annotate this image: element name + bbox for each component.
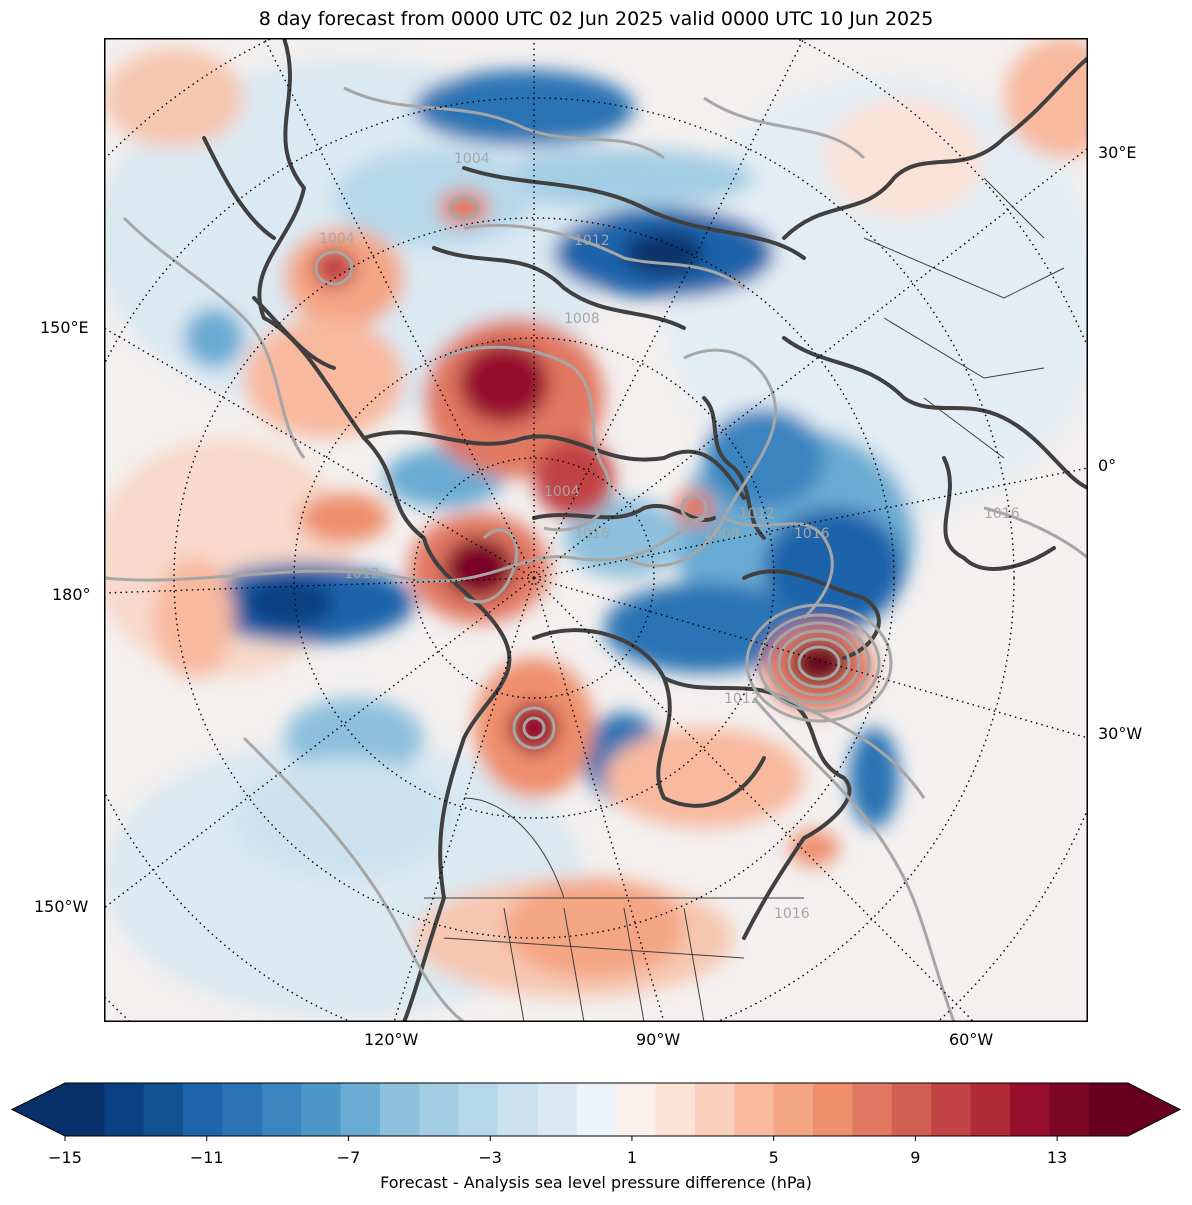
chart-title: 8 day forecast from 0000 UTC 02 Jun 2025… <box>258 8 934 30</box>
colorbar-segment <box>655 1083 696 1136</box>
contour-label: 1012 <box>574 233 610 249</box>
contour-label: 1004 <box>454 151 490 167</box>
colorbar-segment <box>616 1083 657 1136</box>
lon-label-bottom-0: 120°W <box>364 1030 419 1049</box>
lon-label-bottom-2: 60°W <box>949 1030 994 1049</box>
sea-level-pressure-difference-map: 1004 1004 1008 1012 1004 1016 1012 1008 … <box>104 38 1088 1022</box>
colorbar-tick-marks <box>64 1136 1058 1141</box>
colorbar-tick-label: 9 <box>910 1148 921 1167</box>
graticule <box>104 38 1088 1022</box>
colorbar-segment <box>537 1083 578 1136</box>
colorbar-segment <box>379 1083 420 1136</box>
colorbar-segments <box>10 1082 1182 1137</box>
contour-label: 1008 <box>564 311 600 327</box>
country-borders <box>424 177 1065 1022</box>
colorbar-segment <box>65 1083 105 1136</box>
colorbar-segment <box>143 1083 184 1136</box>
colorbar-tick-label: −11 <box>189 1148 224 1167</box>
colorbar-tick-label: −15 <box>48 1148 82 1167</box>
colorbar-tick-label: −3 <box>478 1148 502 1167</box>
colorbar-segment <box>852 1083 893 1136</box>
colorbar-extend-min <box>12 1083 65 1136</box>
lon-label-right-1: 0° <box>1098 456 1117 475</box>
colorbar-segment <box>104 1083 145 1136</box>
colorbar-segment <box>222 1083 263 1136</box>
colorbar-segment <box>1049 1083 1090 1136</box>
colorbar-label: Forecast - Analysis sea level pressure d… <box>380 1173 812 1192</box>
contour-label: 1004 <box>544 484 580 500</box>
colorbar-segment <box>931 1083 972 1136</box>
pressure-contours <box>104 86 1088 1022</box>
colorbar-segment <box>773 1083 814 1136</box>
map-frame <box>104 38 1088 1022</box>
coastlines <box>202 38 1088 1022</box>
contour-label: 1016 <box>774 906 810 922</box>
colorbar-segment <box>970 1083 1011 1136</box>
contour-label: 1016 <box>984 506 1020 522</box>
colorbar-segment <box>183 1083 224 1136</box>
colorbar-tick-label: −7 <box>336 1148 361 1167</box>
contour-label: 1004 <box>319 231 355 247</box>
colorbar-segment <box>340 1083 381 1136</box>
colorbar-extend-max <box>1128 1083 1180 1136</box>
colorbar-tick-label: 5 <box>768 1148 779 1167</box>
contour-label: 1012 <box>344 566 380 582</box>
contour-labels: 1004 1004 1008 1012 1004 1016 1012 1008 … <box>319 151 1020 922</box>
contour-label: 1012 <box>739 506 775 522</box>
contour-label: 1016 <box>794 526 830 542</box>
lon-label-bottom-1: 90°W <box>636 1030 681 1049</box>
contour-label: 1016 <box>574 526 610 542</box>
colorbar-segment <box>734 1083 775 1136</box>
lon-label-left-1: 180° <box>52 585 91 604</box>
colorbar-segment <box>261 1083 302 1136</box>
colorbar-segment <box>419 1083 460 1136</box>
colorbar-segment <box>813 1083 854 1136</box>
lon-label-left-2: 150°W <box>34 897 89 916</box>
colorbar-segment <box>498 1083 539 1136</box>
colorbar-segment <box>301 1083 342 1136</box>
colorbar-tick-label: 13 <box>1046 1148 1068 1167</box>
lon-label-right-2: 30°W <box>1098 724 1143 743</box>
map-panel: 1004 1004 1008 1012 1004 1016 1012 1008 … <box>104 38 1088 1022</box>
lon-label-left-0: 150°E <box>40 318 89 337</box>
lon-label-right-0: 30°E <box>1098 143 1137 162</box>
colorbar-segment <box>458 1083 499 1136</box>
colorbar-segment <box>694 1083 735 1136</box>
colorbar-segment <box>891 1083 932 1136</box>
colorbar-segment <box>1088 1083 1129 1136</box>
colorbar-tick-label: 1 <box>626 1148 638 1167</box>
colorbar-segment <box>1009 1083 1050 1136</box>
colorbar-outline <box>10 1082 1182 1137</box>
contour-label: 1008 <box>704 526 740 542</box>
colorbar-segment <box>576 1083 617 1136</box>
